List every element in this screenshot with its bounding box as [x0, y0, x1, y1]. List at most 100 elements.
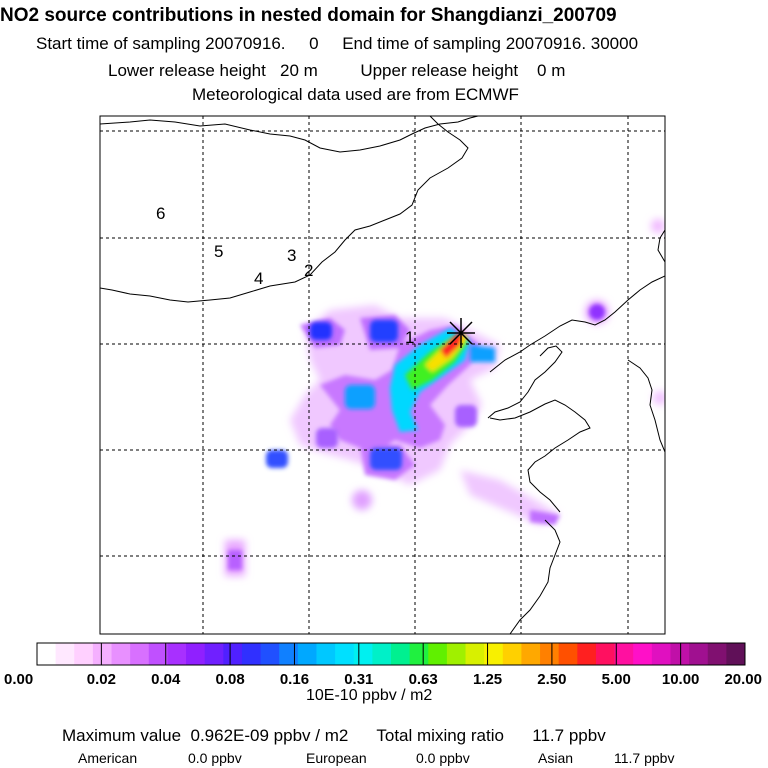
colorbar-cell: [241, 643, 262, 665]
colorbar-cell: [465, 643, 485, 665]
colorbar-cell: [651, 643, 671, 665]
colorbar-tick-label: 2.50: [537, 671, 566, 688]
coast-east-edge: [657, 229, 665, 263]
sampling-time-line: Start time of sampling 20070916. 0 End t…: [36, 35, 638, 52]
upper-height-label: Upper release height: [360, 61, 519, 80]
colorbar-cells: [37, 643, 746, 665]
colorbar-ticks: [36, 643, 746, 665]
colorbar-cell: [540, 643, 560, 665]
colorbar-cell: [633, 643, 653, 665]
colorbar-tick-label: 20.00: [724, 671, 762, 688]
contour-label-6: 6: [156, 204, 165, 223]
colorbar-tick-label: 0.00: [4, 671, 33, 688]
release-height-line: Lower release height 20 m Upper release …: [108, 62, 565, 79]
meteorology-note: Meteorological data used are from ECMWF: [192, 85, 519, 104]
coastlines: [100, 116, 665, 634]
hot-red: [440, 332, 463, 358]
field-blob-s: [352, 490, 372, 510]
colorbar-tick-label: 0.63: [409, 671, 438, 688]
lat-lon-grid: [100, 116, 665, 634]
border-mongolia-north: [100, 116, 479, 153]
total-mixing-label: Total mixing ratio: [376, 726, 504, 745]
plot-title: NO2 source contributions in nested domai…: [0, 5, 617, 26]
field-blob-edge2: [653, 391, 665, 405]
border-mongolia-east: [100, 116, 469, 303]
summary-line: Maximum value 0.962E-09 ppbv / m2 Total …: [62, 727, 606, 744]
colorbar-cell: [260, 643, 280, 665]
colorbar-cell: [726, 643, 746, 665]
colorbar-cell: [428, 643, 448, 665]
field-mid-east: [589, 304, 605, 320]
colorbar-tick-label: 0.31: [344, 671, 373, 688]
colorbar-cell: [148, 643, 168, 665]
colorbar-tick-label: 0.04: [151, 671, 181, 688]
total-mixing-value: 11.7 ppbv: [532, 726, 606, 745]
colorbar-cell: [335, 643, 355, 665]
colorbar-cell: [353, 643, 373, 665]
colorbar-cell: [223, 643, 243, 665]
region-asian-name: Asian: [538, 750, 574, 766]
core-sw: [266, 450, 288, 468]
coast-shandong: [489, 399, 591, 513]
coast-korea: [627, 359, 665, 453]
colorbar-units: 10E-10 ppbv / m2: [306, 687, 433, 704]
core-west: [310, 322, 332, 340]
colorbar-cell: [167, 643, 187, 665]
star-marker: [447, 318, 475, 348]
contour-label-2: 2: [304, 261, 313, 280]
colorbar-cell: [577, 643, 597, 665]
region-european-name: European: [306, 750, 367, 766]
colorbar-cell: [595, 643, 616, 665]
region-american-name: American: [78, 750, 138, 766]
region-asian-value: 11.7 ppbv: [614, 750, 675, 766]
upper-height-value: 0 m: [537, 61, 566, 80]
colorbar-cell: [614, 643, 634, 665]
colorbar-cell: [558, 643, 578, 665]
end-time-value: 20070916. 30000: [505, 34, 639, 53]
colorbar-cell: [391, 643, 411, 665]
colorbar-cell: [521, 643, 541, 665]
contour-label-1: 1: [405, 328, 414, 347]
region-european-value: 0.0 ppbv: [416, 750, 470, 766]
colorbar-cell: [446, 643, 467, 665]
colorbar-cell: [204, 643, 224, 665]
core-plume-tail: [470, 345, 495, 362]
lower-height-label: Lower release height: [108, 61, 266, 80]
lower-height-value: 20 m: [280, 61, 318, 80]
colorbar-cell: [92, 643, 113, 665]
max-value-label: Maximum value: [62, 726, 182, 745]
colorbar-cell: [37, 643, 57, 665]
colorbar-cell: [297, 643, 317, 665]
colorbar-tick-label: 10.00: [662, 671, 700, 688]
colorbar-cell: [670, 643, 690, 665]
colorbar-cell: [409, 643, 429, 665]
contour-label-4: 4: [254, 269, 263, 288]
field-mid-tail: [530, 510, 560, 525]
colorbar-cell: [111, 643, 131, 665]
field-blob-edge: [651, 219, 665, 233]
start-time-value: 20070916. 0: [205, 34, 319, 53]
core-blob-sw: [316, 428, 338, 448]
colorbar-tick-label: 1.25: [473, 671, 502, 688]
colorbar-tick-label: 0.02: [87, 671, 116, 688]
core-mid-west: [345, 385, 375, 409]
colorbar-tick-labels: 0.00 0.02 0.04 0.08 0.16 0.31 0.63 1.25 2.50 5.00…: [4, 671, 762, 688]
colorbar-cell: [502, 643, 522, 665]
start-time-label: Start time of sampling: [36, 34, 201, 53]
max-value: 0.962E-09 ppbv / m2: [190, 726, 349, 745]
colorbar-cell: [316, 643, 336, 665]
colorbar-cell: [372, 643, 392, 665]
colorbar-cell: [279, 643, 299, 665]
colorbar-tick-label: 5.00: [602, 671, 631, 688]
contour-label-5: 5: [214, 242, 223, 261]
contour-label-3: 3: [287, 246, 296, 265]
core-blob-mid: [455, 405, 477, 427]
colorbar-cell: [130, 643, 150, 665]
core-north: [370, 320, 398, 342]
coast-bohai: [489, 275, 665, 373]
coast-liaodong: [487, 345, 563, 419]
coast-jiangsu: [509, 519, 561, 634]
field-mid-sw-core: [228, 550, 242, 570]
